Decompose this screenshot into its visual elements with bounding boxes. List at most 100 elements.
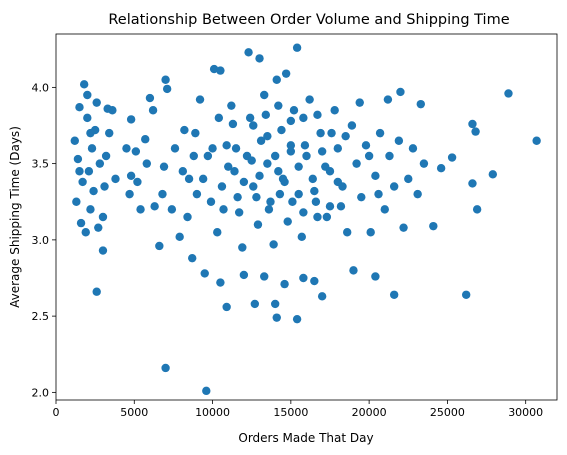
data-point (396, 87, 405, 97)
data-point (70, 136, 79, 145)
y-tick-label: 3.0 (32, 234, 50, 247)
data-point (239, 177, 249, 187)
data-point (308, 174, 317, 184)
data-point (299, 273, 308, 283)
data-point (239, 270, 249, 280)
data-point (357, 192, 366, 202)
data-point (198, 174, 208, 184)
data-point (310, 186, 319, 196)
data-point (327, 128, 336, 138)
data-point (333, 144, 343, 153)
data-point (189, 151, 198, 161)
data-point (161, 75, 170, 84)
data-point (292, 43, 302, 52)
data-point (408, 144, 418, 153)
data-point (83, 90, 92, 100)
data-point (317, 147, 327, 156)
data-point (347, 121, 357, 130)
x-tick-label: 0 (53, 406, 60, 419)
data-point (111, 174, 120, 184)
data-point (274, 101, 283, 110)
data-point (209, 64, 219, 74)
data-point (413, 189, 422, 199)
data-point (79, 80, 89, 89)
data-point (78, 177, 87, 187)
data-point (191, 128, 200, 138)
data-point (260, 272, 269, 281)
data-point (292, 314, 302, 324)
data-point (281, 69, 291, 78)
data-point (294, 162, 303, 171)
data-point (302, 151, 311, 161)
data-point (126, 171, 136, 181)
data-point (311, 197, 321, 206)
data-point (231, 144, 241, 153)
data-point (86, 205, 95, 214)
data-point (125, 189, 134, 199)
data-point (361, 141, 371, 150)
data-point (305, 95, 314, 104)
data-point (195, 95, 205, 104)
data-point (272, 75, 281, 84)
data-point (159, 162, 169, 171)
data-point (247, 156, 256, 165)
data-point (192, 189, 202, 199)
data-point (249, 121, 258, 130)
data-point (288, 197, 297, 206)
data-point (270, 151, 280, 161)
data-point (202, 386, 211, 396)
data-points (70, 43, 541, 396)
data-point (84, 167, 94, 176)
data-point (270, 299, 280, 309)
data-point (274, 167, 283, 176)
data-point (180, 125, 189, 135)
data-point (447, 153, 457, 162)
data-point (73, 154, 83, 164)
data-point (145, 93, 155, 103)
data-point (336, 202, 346, 211)
data-point (263, 131, 272, 141)
data-point (141, 135, 150, 144)
data-point (322, 212, 332, 222)
data-point (92, 98, 101, 107)
data-point (167, 205, 177, 214)
data-point (263, 159, 272, 168)
data-point (280, 279, 289, 289)
data-point (294, 189, 303, 199)
data-point (389, 182, 399, 191)
data-point (416, 99, 425, 109)
data-point (394, 136, 404, 145)
data-point (245, 113, 255, 123)
data-point (349, 266, 358, 275)
data-point (256, 136, 266, 145)
data-point (162, 84, 172, 94)
data-point (230, 167, 239, 176)
data-point (419, 159, 429, 168)
data-point (429, 221, 438, 231)
data-point (92, 287, 101, 296)
x-tick-label: 20000 (352, 406, 387, 419)
data-point (178, 167, 188, 176)
data-point (219, 205, 228, 214)
data-point (200, 269, 209, 278)
data-point (105, 128, 114, 138)
data-point (310, 276, 319, 286)
data-point (222, 141, 231, 150)
y-axis: 2.0 2.5 3.0 3.5 4.0 (32, 81, 56, 399)
data-point (299, 208, 308, 217)
data-point (300, 141, 310, 150)
data-point (380, 205, 389, 214)
data-point (504, 89, 513, 98)
data-point (203, 151, 213, 161)
data-point (375, 128, 385, 138)
data-point (98, 212, 108, 222)
data-point (94, 223, 103, 232)
data-point (272, 313, 281, 322)
data-point (289, 106, 299, 115)
data-point (374, 189, 383, 199)
data-point (275, 189, 285, 199)
data-point (222, 302, 231, 312)
data-point (244, 48, 253, 57)
data-point (76, 218, 86, 228)
data-point (184, 174, 194, 184)
